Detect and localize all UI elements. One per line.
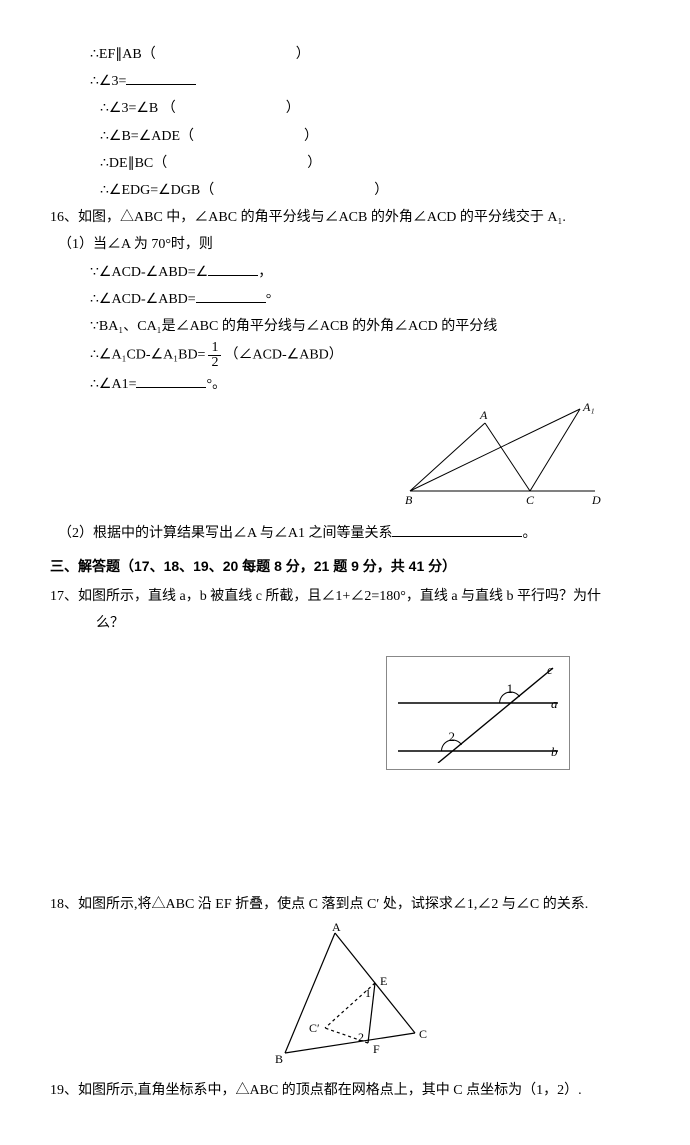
q16-blank-3: [136, 373, 206, 388]
proof-l4b: ）: [304, 129, 318, 144]
q19-num: 19、: [50, 1083, 78, 1098]
svg-text:A: A: [332, 923, 341, 934]
proof-line-4: ∴∠B=∠ADE（ ）: [50, 124, 640, 149]
proof-l3b: ）: [286, 101, 300, 116]
q16-figure-wrap: A A₁ B C D: [50, 401, 610, 511]
svg-text:D: D: [591, 493, 601, 507]
q16-p2a: （2）根据中的计算结果写出∠A 与∠A1 之间等量关系: [58, 526, 392, 541]
q16-num: 16、: [50, 210, 78, 225]
q17-figure: 1 2 c a b: [393, 663, 563, 763]
q16-blank-4: [392, 522, 522, 537]
svg-text:b: b: [551, 744, 558, 759]
svg-text:F: F: [373, 1042, 380, 1056]
svg-text:B: B: [405, 493, 413, 507]
svg-text:A: A: [479, 408, 488, 422]
proof-l5: ∴DE∥BC（: [100, 156, 167, 171]
q17-stem2: 么？: [50, 611, 640, 636]
q19-stem: 19、如图所示,直角坐标系中，△ABC 的顶点都在网格点上，其中 C 点坐标为（…: [50, 1078, 640, 1103]
svg-text:C: C: [419, 1027, 427, 1041]
proof-l3: ∴∠3=∠B （: [100, 101, 176, 116]
proof-line-6: ∴∠EDG=∠DGB（ ）: [50, 178, 640, 203]
proof-l1b: ）: [296, 47, 310, 62]
q16-p1: （1）当∠A 为 70°时，则: [50, 232, 640, 257]
q16-l2: ∴∠ACD-∠ABD= °: [50, 287, 640, 312]
proof-l6: ∴∠EDG=∠DGB（: [100, 183, 214, 198]
svg-text:1: 1: [365, 986, 371, 1000]
q16-p2b: 。: [522, 526, 536, 541]
q16-text: 如图，△ABC 中，∠ABC 的角平分线与∠ACB 的外角∠ACD 的平分线交于…: [78, 210, 566, 225]
proof-line-5: ∴DE∥BC（ ）: [50, 151, 640, 176]
q16-l5a: ∴∠A1=: [90, 377, 136, 392]
proof-l2: ∴∠3=: [90, 74, 126, 89]
q17-num: 17、: [50, 589, 78, 604]
svg-text:B: B: [275, 1052, 283, 1066]
q16-stem: 16、如图，△ABC 中，∠ABC 的角平分线与∠ACB 的外角∠ACD 的平分…: [50, 205, 640, 230]
svg-text:2: 2: [358, 1030, 364, 1044]
q16-l1a: ∵∠ACD-∠ABD=∠: [90, 265, 208, 280]
q16-l4: ∴∠A₁CD-∠A₁BD=12（∠ACD-∠ABD）: [50, 341, 640, 370]
proof-line-2: ∴∠3=: [50, 69, 640, 94]
q16-blank-1: [208, 260, 258, 275]
svg-text:C: C: [526, 493, 535, 507]
q17-figure-wrap: 1 2 c a b: [50, 656, 640, 770]
q17-stem1: 17、如图所示，直线 a，b 被直线 c 所截，且∠1+∠2=180°，直线 a…: [50, 584, 640, 609]
fraction-half: 12: [208, 341, 221, 370]
q18-figure: A B C E F C′ 1 2: [250, 923, 440, 1068]
proof-line-1: ∴EF∥AB（ ）: [50, 42, 640, 67]
q16-figure: A A₁ B C D: [400, 401, 610, 511]
q18-num: 18、: [50, 897, 78, 912]
q16-p2: （2）根据中的计算结果写出∠A 与∠A1 之间等量关系 。: [50, 521, 640, 546]
svg-text:E: E: [380, 974, 387, 988]
proof-l6b: ）: [374, 183, 388, 198]
svg-text:1: 1: [507, 681, 514, 696]
q16-l4a: ∴∠A₁CD-∠A₁BD=: [90, 348, 205, 363]
q17-figure-border: 1 2 c a b: [386, 656, 570, 770]
proof-line-3: ∴∠3=∠B （ ）: [50, 96, 640, 121]
svg-text:A₁: A₁: [582, 401, 595, 414]
q18-stem: 18、如图所示,将△ABC 沿 EF 折叠，使点 C 落到点 C′ 处，试探求∠…: [50, 892, 640, 917]
section-3-title: 三、解答题（17、18、19、20 每题 8 分，21 题 9 分，共 41 分…: [50, 554, 640, 579]
q16-l3: ∵BA₁、CA₁是∠ABC 的角平分线与∠ACB 的外角∠ACD 的平分线: [50, 314, 640, 339]
q16-blank-2: [196, 287, 266, 302]
proof-l1: ∴EF∥AB（: [90, 47, 156, 62]
svg-text:c: c: [547, 663, 553, 677]
q16-l1b: ，: [258, 265, 272, 280]
gap-1: [50, 770, 640, 890]
svg-text:2: 2: [449, 729, 456, 744]
svg-text:a: a: [551, 696, 558, 711]
q19-text: 如图所示,直角坐标系中，△ABC 的顶点都在网格点上，其中 C 点坐标为（1，2…: [78, 1083, 582, 1098]
q16-l4b: （∠ACD-∠ABD）: [224, 348, 342, 363]
svg-text:C′: C′: [309, 1021, 320, 1035]
q16-l5: ∴∠A1= °。: [50, 372, 640, 397]
q16-l1: ∵∠ACD-∠ABD=∠ ，: [50, 260, 640, 285]
q18-figure-wrap: A B C E F C′ 1 2: [50, 923, 640, 1068]
q16-l2b: °: [266, 292, 272, 307]
q18-text: 如图所示,将△ABC 沿 EF 折叠，使点 C 落到点 C′ 处，试探求∠1,∠…: [78, 897, 588, 912]
proof-blank-2: [126, 70, 196, 85]
proof-l5b: ）: [307, 156, 321, 171]
q16-l2a: ∴∠ACD-∠ABD=: [90, 292, 196, 307]
q16-l5b: °。: [206, 377, 226, 392]
q17-text1: 如图所示，直线 a，b 被直线 c 所截，且∠1+∠2=180°，直线 a 与直…: [78, 589, 601, 604]
proof-l4: ∴∠B=∠ADE（: [100, 129, 194, 144]
